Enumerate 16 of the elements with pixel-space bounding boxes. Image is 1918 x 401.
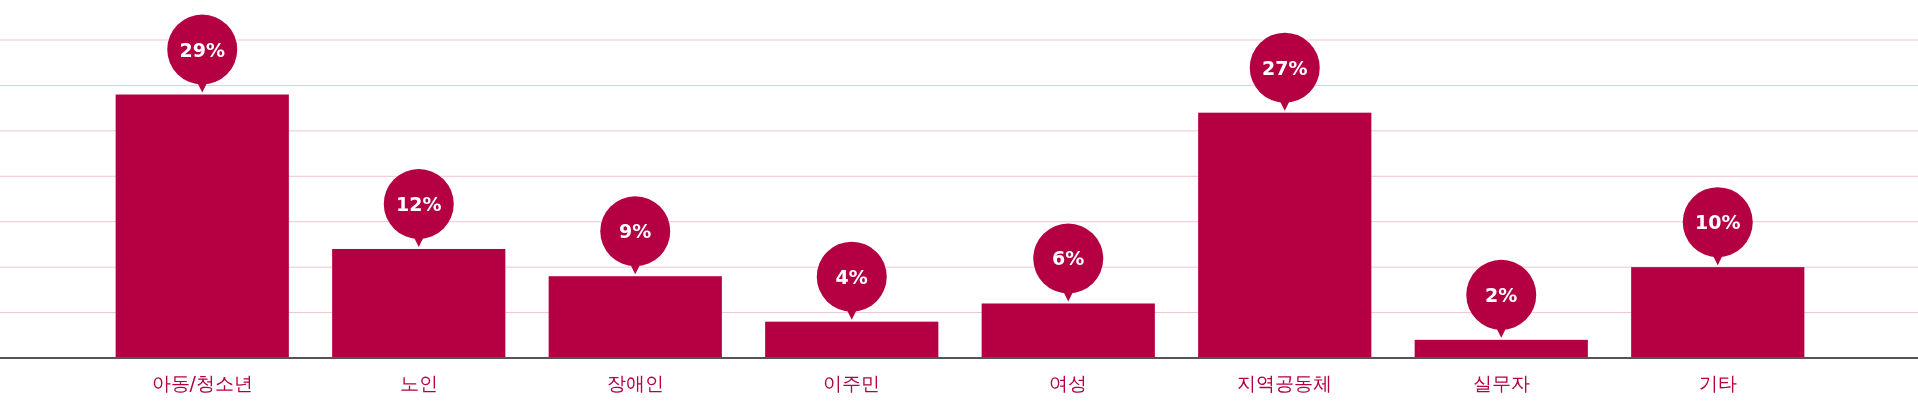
x-tick-label: 아동/청소년 (151, 372, 253, 394)
data-label: 27% (1262, 56, 1308, 79)
data-label: 12% (396, 192, 442, 215)
data-label: 2% (1485, 283, 1518, 306)
x-tick-label: 장애인 (606, 372, 664, 394)
data-label: 9% (619, 220, 652, 243)
data-label: 6% (1052, 247, 1085, 270)
x-tick-label: 여성 (1049, 372, 1088, 394)
data-label: 10% (1695, 211, 1741, 234)
x-tick-label: 노인 (399, 372, 438, 394)
data-label: 4% (835, 265, 868, 288)
x-tick-label: 지역공동체 (1237, 372, 1333, 394)
x-tick-label: 실무자 (1472, 372, 1530, 394)
x-tick-label: 기타 (1698, 372, 1737, 394)
x-tick-label: 이주민 (823, 372, 881, 394)
data-label: 29% (179, 38, 225, 61)
